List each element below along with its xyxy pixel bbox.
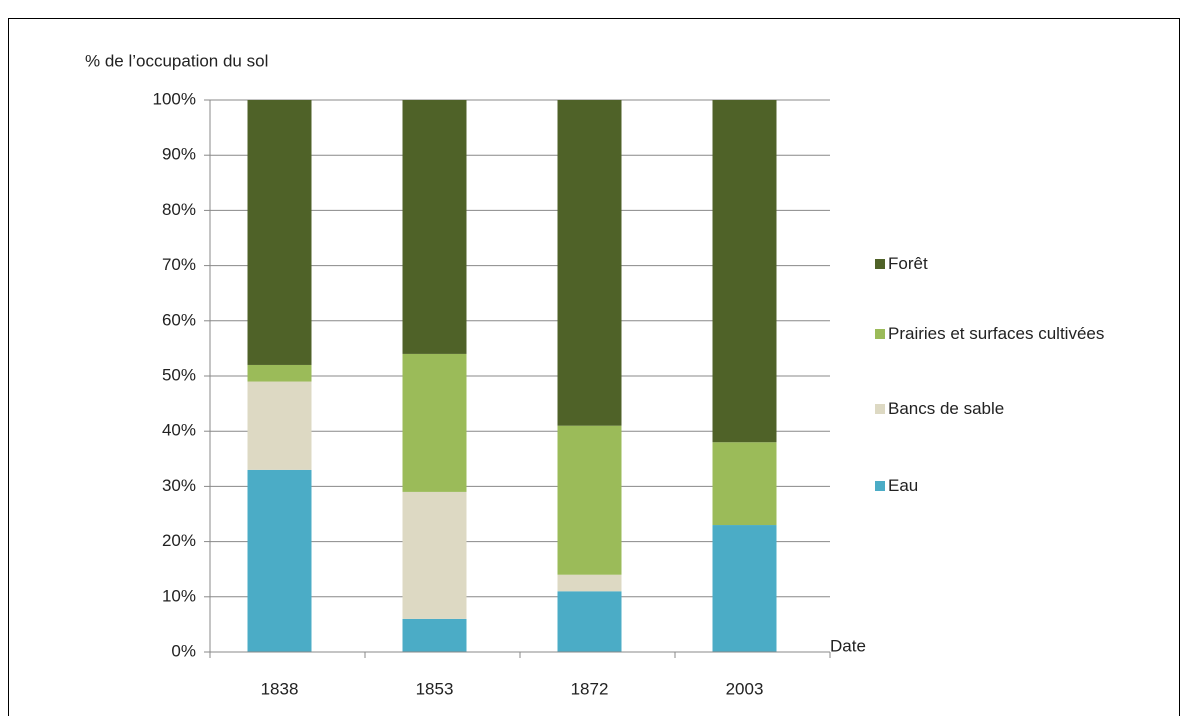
bar-segment [557,574,622,592]
y-tick-label: 60% [162,310,196,329]
bar-segment [557,591,622,652]
bar-segment [712,525,777,652]
bar-segment [247,100,312,365]
bar-segment [247,381,312,470]
bar-segment [712,100,777,443]
bar-segment [402,491,467,619]
legend-label: Eau [888,476,919,495]
legend-swatch [875,329,885,339]
legend-swatch [875,259,885,269]
y-tick-label: 90% [162,145,196,164]
bar-segment [402,618,467,652]
x-tick-label: 2003 [726,679,764,698]
legend-item: Bancs de sable [875,395,1115,422]
legend-label: Bancs de sable [888,399,1005,418]
x-axis-label: Date [830,636,866,655]
x-tick-label: 1872 [571,679,609,698]
bar-segment [402,353,467,492]
y-tick-label: 50% [162,365,196,384]
y-tick-label: 40% [162,421,196,440]
y-tick-label: 30% [162,476,196,495]
y-tick-label: 10% [162,586,196,605]
legend-item: Prairies et surfaces cultivées [875,320,1115,347]
y-tick-label: 80% [162,200,196,219]
legend-item: Eau [875,472,1115,499]
y-tick-label: 20% [162,531,196,550]
legend-item: Forêt [875,250,1115,277]
bar-segment [247,469,312,652]
legend-swatch [875,481,885,491]
legend-swatch [875,404,885,414]
bar-segment [557,425,622,575]
bar-segment [247,364,312,382]
bar-segment [557,100,622,426]
bar-segment [712,442,777,526]
legend-label: Prairies et surfaces cultivées [888,324,1105,343]
y-tick-label: 70% [162,255,196,274]
y-tick-label: 0% [171,641,196,660]
y-tick-label: 100% [153,89,196,108]
frame [8,18,1180,716]
x-tick-label: 1853 [416,679,454,698]
legend-label: Forêt [888,254,928,273]
y-axis-label: % de l’occupation du sol [85,51,268,70]
x-tick-label: 1838 [261,679,299,698]
bar-segment [402,100,467,354]
